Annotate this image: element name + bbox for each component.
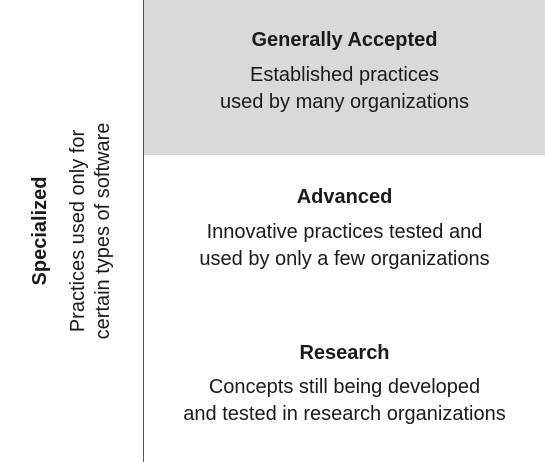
band-description-line: Established practices <box>250 64 439 86</box>
band-description-line: and tested in research organizations <box>183 403 506 425</box>
specialized-description: Practices used only for certain types of… <box>66 71 116 391</box>
specialized-title: Specialized <box>29 176 51 286</box>
specialized-description-line-1: Practices used only for <box>67 129 89 333</box>
specialized-description-line-2: certain types of software <box>92 122 114 340</box>
band-description-line: Innovative practices tested and <box>206 221 483 243</box>
specialized-rotated-group: Specialized Practices used only for cert… <box>28 71 116 391</box>
band-title-advanced: Advanced <box>296 186 393 208</box>
band-title-generally-accepted: Generally Accepted <box>251 29 438 51</box>
specialized-axis-label: Specialized Practices used only for cert… <box>0 0 143 462</box>
band-description-research: Concepts still being developed and teste… <box>144 374 545 428</box>
band-description-line: used by only a few organizations <box>199 248 490 270</box>
band-title-research: Research <box>299 342 390 364</box>
band-generally-accepted: Generally Accepted Established practices… <box>144 0 545 155</box>
band-description-line: Concepts still being developed <box>208 376 481 398</box>
vertical-divider <box>143 0 144 462</box>
band-description-advanced: Innovative practices tested and used by … <box>144 219 545 273</box>
band-description-line: used by many organizations <box>219 91 470 113</box>
band-advanced: Advanced Innovative practices tested and… <box>144 155 545 311</box>
band-description-generally-accepted: Established practices used by many organ… <box>144 62 545 116</box>
band-research: Research Concepts still being developed … <box>144 311 545 462</box>
